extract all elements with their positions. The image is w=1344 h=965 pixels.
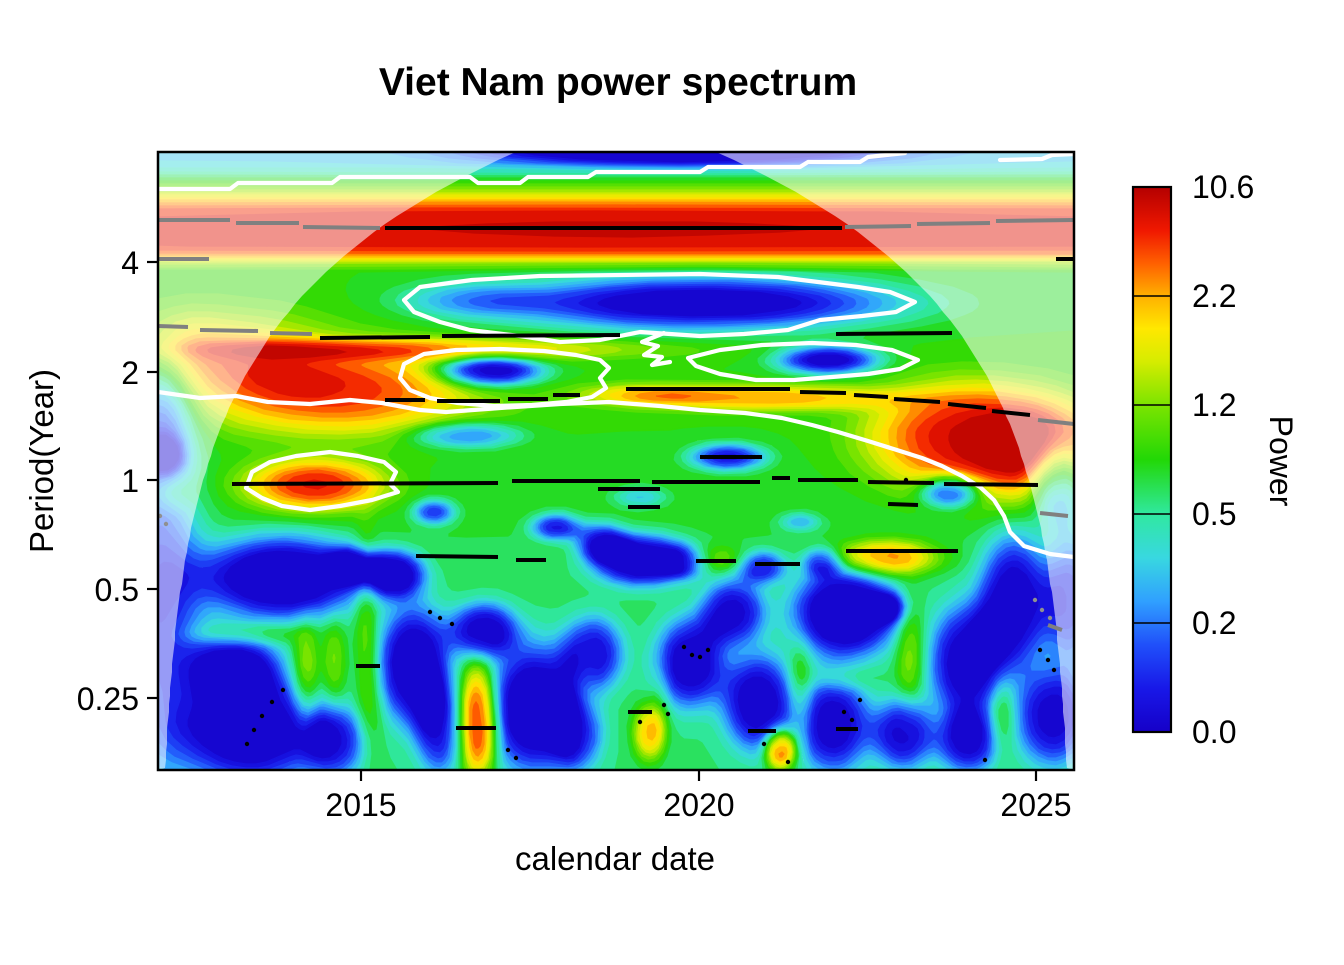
svg-text:4: 4 bbox=[121, 245, 139, 281]
svg-text:2015: 2015 bbox=[325, 787, 396, 823]
svg-text:Viet Nam power spectrum: Viet Nam power spectrum bbox=[379, 61, 857, 104]
svg-text:1: 1 bbox=[121, 463, 139, 499]
svg-text:2.2: 2.2 bbox=[1192, 278, 1236, 314]
svg-text:0.25: 0.25 bbox=[77, 681, 139, 717]
svg-text:0.5: 0.5 bbox=[1192, 496, 1236, 532]
svg-text:10.6: 10.6 bbox=[1192, 169, 1254, 205]
svg-text:1.2: 1.2 bbox=[1192, 387, 1236, 423]
svg-text:2: 2 bbox=[121, 355, 139, 391]
svg-text:2020: 2020 bbox=[663, 787, 734, 823]
svg-text:Power: Power bbox=[1263, 416, 1299, 507]
svg-text:2025: 2025 bbox=[1000, 787, 1071, 823]
svg-text:0.5: 0.5 bbox=[95, 572, 139, 608]
svg-text:calendar date: calendar date bbox=[515, 840, 715, 877]
svg-text:Period(Year): Period(Year) bbox=[23, 369, 60, 553]
svg-text:0.0: 0.0 bbox=[1192, 714, 1236, 750]
svg-text:0.2: 0.2 bbox=[1192, 605, 1236, 641]
